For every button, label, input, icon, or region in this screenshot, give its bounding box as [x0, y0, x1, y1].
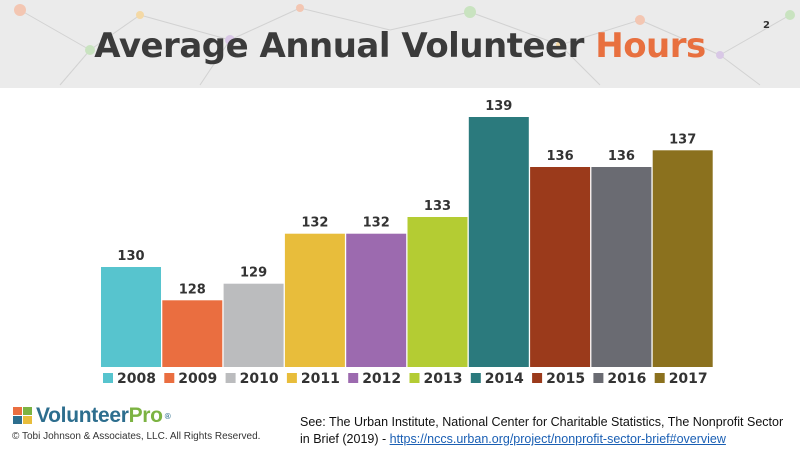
legend-label-2009: 2009 — [178, 371, 217, 387]
bar-2012 — [346, 233, 407, 367]
title-main: Average Annual Volunteer — [94, 26, 584, 66]
legend-label-2008: 2008 — [117, 371, 156, 387]
value-label-2013: 133 — [424, 199, 451, 214]
value-label-2014: 139 — [485, 99, 512, 114]
bar-2014 — [468, 117, 529, 367]
legend-swatch-2014 — [470, 373, 481, 383]
legend-swatch-2013 — [409, 373, 420, 383]
bar-2011 — [284, 233, 345, 367]
header-banner: Average Annual Volunteer Hours 2 — [0, 0, 800, 88]
slide-number: 2 — [763, 20, 770, 31]
bar-2009 — [162, 300, 223, 367]
page-title: Average Annual Volunteer Hours — [0, 26, 800, 66]
source-text: See: The Urban Institute, National Cente… — [300, 415, 784, 446]
value-label-2009: 128 — [179, 282, 206, 297]
bar-2015 — [530, 167, 591, 367]
source-citation: See: The Urban Institute, National Cente… — [300, 414, 790, 448]
value-label-2012: 132 — [363, 216, 390, 231]
bar-2008 — [101, 267, 161, 367]
logo-trademark: ® — [163, 411, 172, 421]
source-link[interactable]: https://nccs.urban.org/project/nonprofit… — [389, 432, 726, 446]
volunteerpro-logo: Volunteer Pro ® — [12, 404, 172, 428]
value-labels-group: 130 128 129 132 132 133 139 136 136 137 — [117, 99, 696, 297]
legend-swatch-2011 — [286, 373, 297, 383]
legend: 2008 2009 2010 2011 2012 2013 2014 2015 2016 2017 — [103, 371, 708, 387]
value-label-2017: 137 — [669, 132, 696, 147]
legend-label-2016: 2016 — [607, 371, 646, 387]
value-label-2008: 130 — [117, 249, 144, 264]
logo-text-volunteer: Volunteer — [36, 404, 129, 427]
legend-label-2017: 2017 — [669, 371, 708, 387]
legend-swatch-2010 — [225, 373, 236, 383]
value-label-2010: 129 — [240, 266, 267, 281]
legend-label-2014: 2014 — [485, 371, 524, 387]
logo-text-pro: Pro — [128, 404, 163, 427]
value-label-2011: 132 — [301, 216, 328, 231]
legend-label-2012: 2012 — [362, 371, 401, 387]
legend-swatch-2017 — [654, 373, 665, 383]
legend-swatch-2016 — [593, 373, 604, 383]
legend-label-2015: 2015 — [546, 371, 585, 387]
legend-label-2011: 2011 — [301, 371, 340, 387]
title-accent: Hours — [595, 26, 706, 66]
legend-swatch-2015 — [532, 373, 543, 383]
bar-2017 — [652, 150, 713, 367]
bar-2013 — [407, 217, 468, 367]
copyright-notice: © Tobi Johnson & Associates, LLC. All Ri… — [12, 431, 261, 442]
legend-swatch-2012 — [348, 373, 359, 383]
legend-swatch-2008 — [103, 373, 113, 383]
legend-label-2013: 2013 — [424, 371, 463, 387]
bar-2010 — [223, 283, 284, 367]
legend-swatch-2009 — [164, 373, 175, 383]
network-background-graphic — [14, 4, 795, 86]
value-label-2015: 136 — [547, 149, 574, 164]
legend-label-2010: 2010 — [240, 371, 279, 387]
bar-2016 — [591, 167, 652, 367]
logo-mark-icon — [13, 407, 32, 424]
bars-group — [101, 117, 713, 367]
value-label-2016: 136 — [608, 149, 635, 164]
